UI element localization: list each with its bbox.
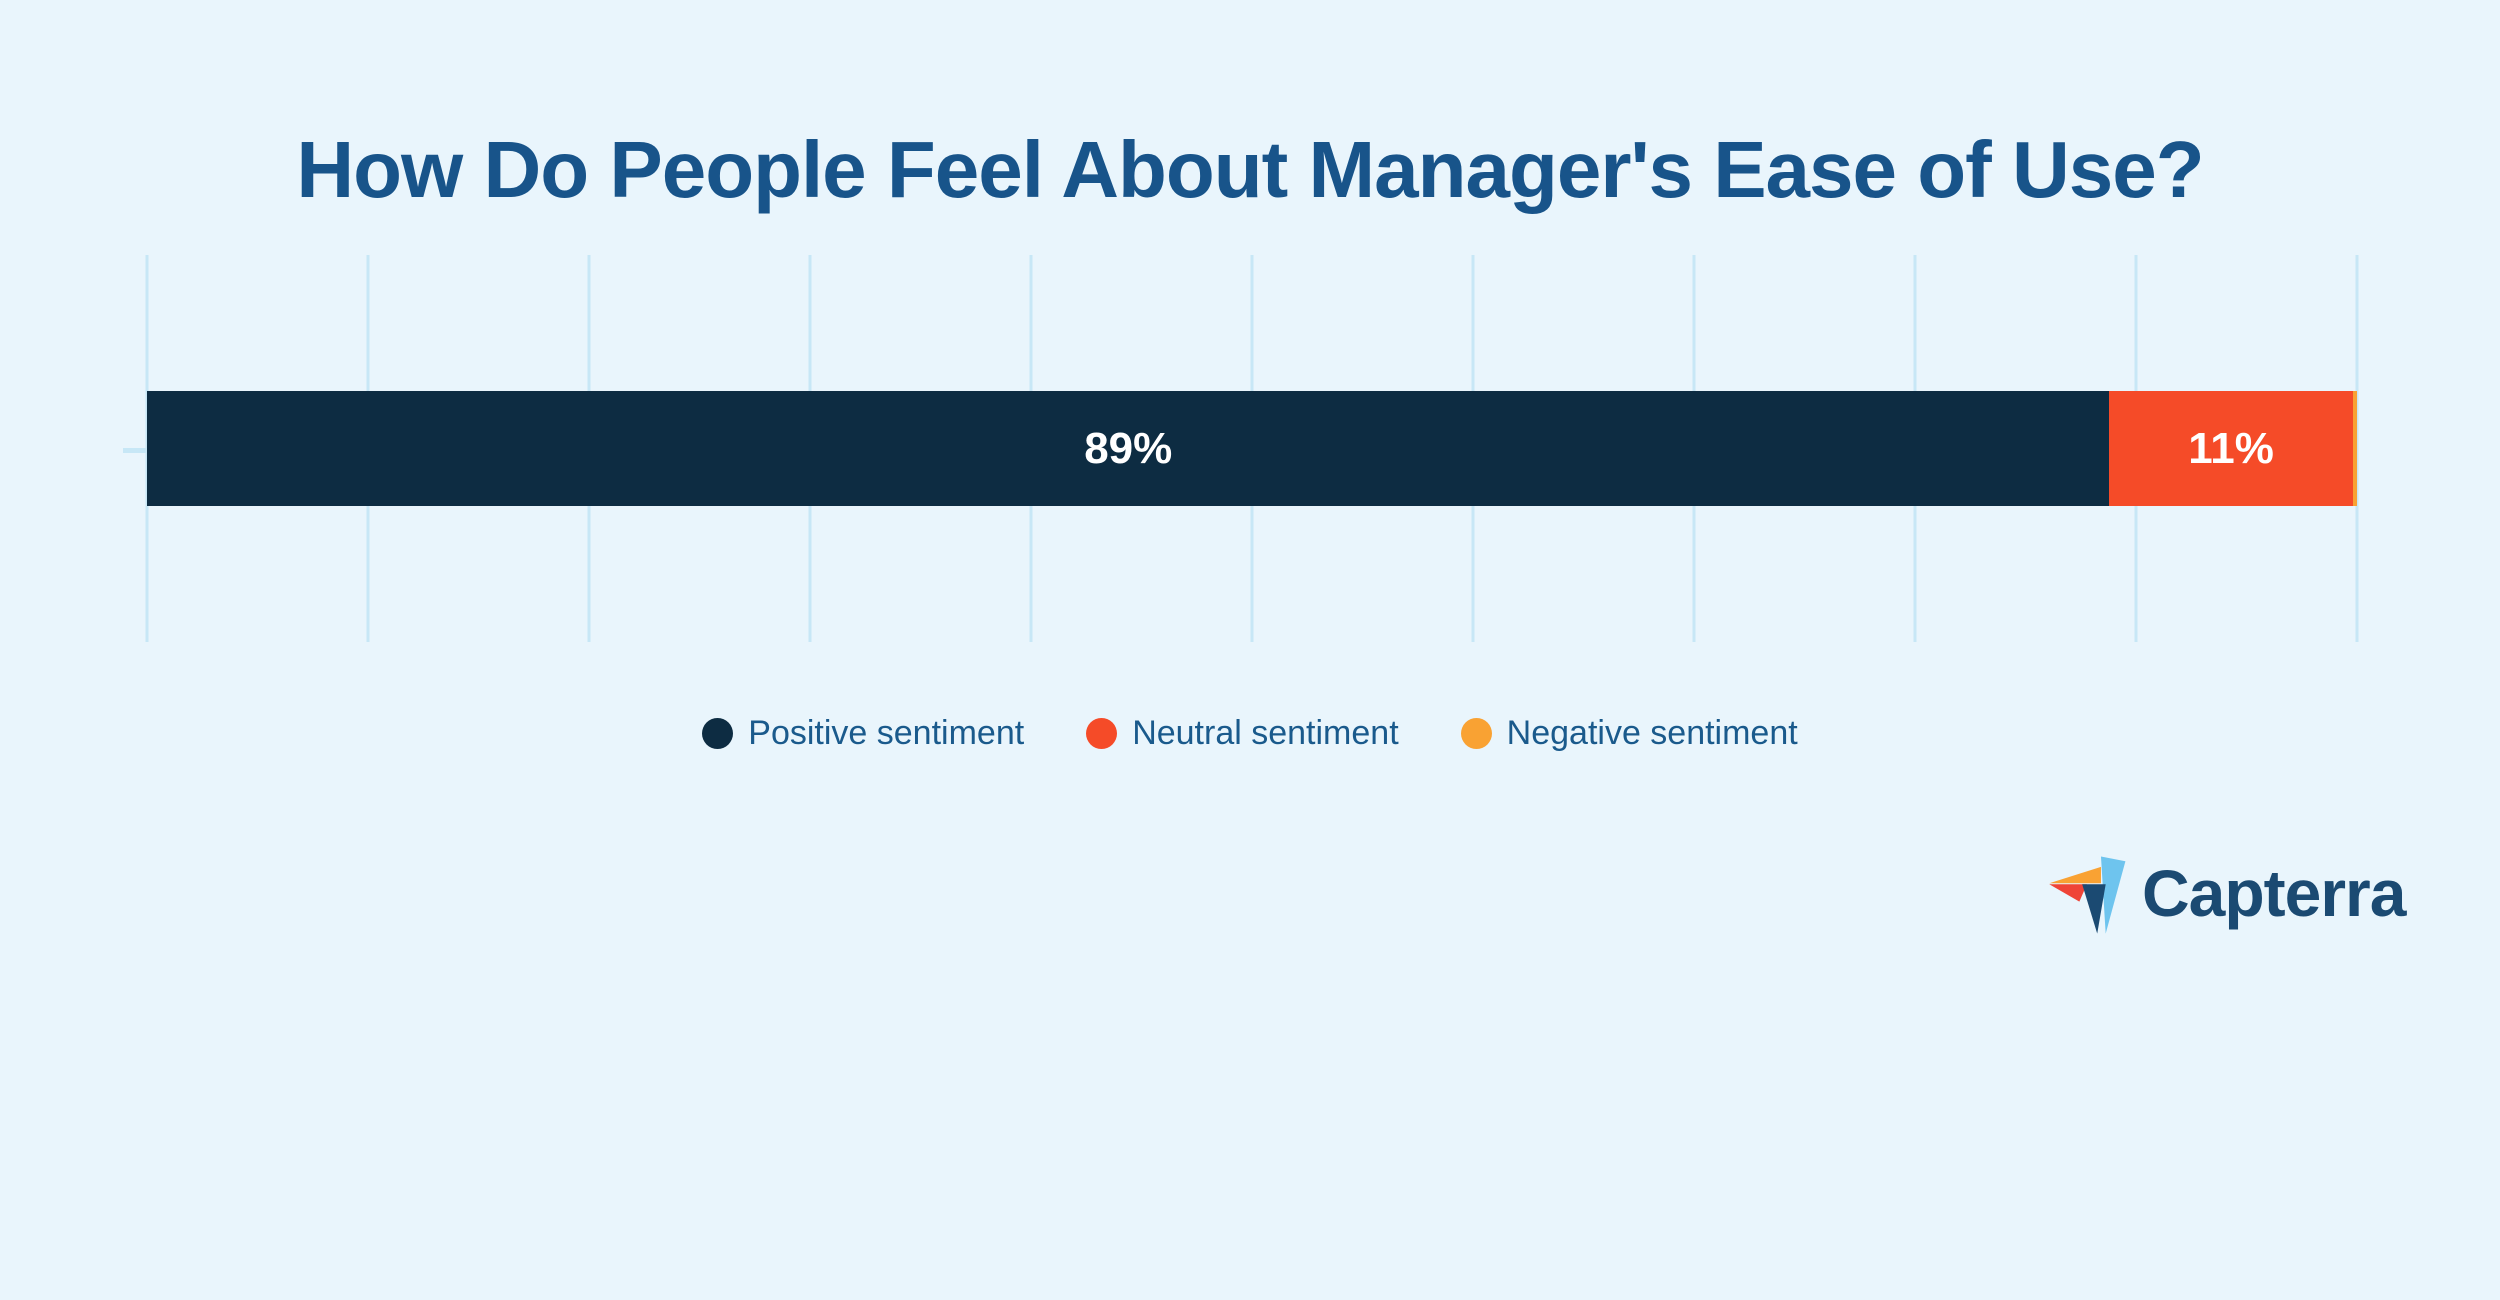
negative-dot-icon — [1460, 717, 1492, 749]
legend: Positive sentiment Neutral sentiment Neg… — [0, 704, 2500, 762]
legend-label-positive: Positive sentiment — [748, 713, 1025, 752]
bar-label-neutral: 11% — [2188, 423, 2274, 473]
capterra-logo: Capterra — [2038, 846, 2406, 946]
logo-wordmark: Capterra — [2142, 856, 2406, 930]
bar-label-positive: 89% — [1084, 423, 1173, 473]
neutral-dot-icon — [1086, 717, 1118, 749]
legend-item-negative: Negative sentiment — [1460, 713, 1798, 753]
legend-label-negative: Negative sentiment — [1506, 713, 1798, 752]
legend-label-neutral: Neutral sentiment — [1132, 713, 1399, 752]
bar-segment-neutral: 11% — [2109, 391, 2353, 506]
capterra-arrow-icon — [2049, 856, 2126, 934]
positive-dot-icon — [702, 717, 734, 749]
y-axis-tick — [123, 448, 147, 453]
bar-segment-positive: 89% — [147, 391, 2110, 506]
gridline — [2355, 255, 2359, 642]
chart-area: 89% 11% — [123, 255, 2359, 642]
legend-item-neutral: Neutral sentiment — [1086, 713, 1399, 753]
stacked-bar: 89% 11% — [147, 391, 2357, 506]
bar-segment-negative — [2352, 391, 2357, 506]
chart-title: How Do People Feel About Manager's Ease … — [296, 125, 2204, 214]
legend-item-positive: Positive sentiment — [702, 714, 1024, 753]
